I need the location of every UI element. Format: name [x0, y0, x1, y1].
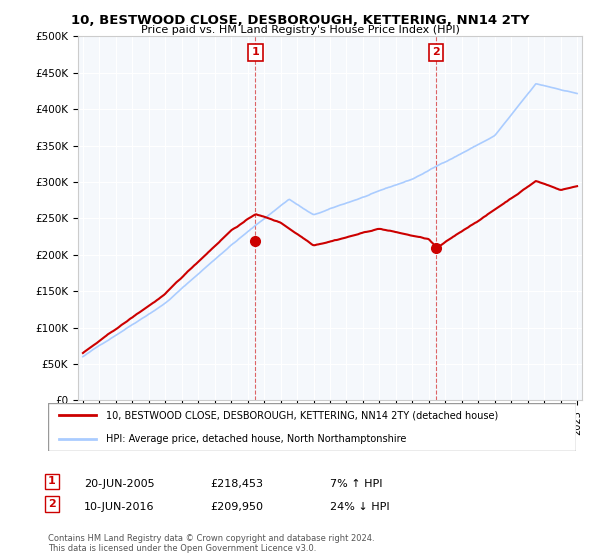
Text: HPI: Average price, detached house, North Northamptonshire: HPI: Average price, detached house, Nort… — [106, 434, 406, 444]
Text: 24% ↓ HPI: 24% ↓ HPI — [330, 502, 389, 512]
Text: 20-JUN-2005: 20-JUN-2005 — [84, 479, 155, 489]
Text: Price paid vs. HM Land Registry's House Price Index (HPI): Price paid vs. HM Land Registry's House … — [140, 25, 460, 35]
Text: 10, BESTWOOD CLOSE, DESBOROUGH, KETTERING, NN14 2TY (detached house): 10, BESTWOOD CLOSE, DESBOROUGH, KETTERIN… — [106, 410, 499, 420]
Text: 7% ↑ HPI: 7% ↑ HPI — [330, 479, 383, 489]
Text: 1: 1 — [48, 477, 56, 487]
FancyBboxPatch shape — [48, 403, 576, 451]
Text: 10-JUN-2016: 10-JUN-2016 — [84, 502, 155, 512]
Text: 2: 2 — [432, 47, 440, 57]
Text: Contains HM Land Registry data © Crown copyright and database right 2024.
This d: Contains HM Land Registry data © Crown c… — [48, 534, 374, 553]
Text: 2: 2 — [48, 499, 56, 509]
Text: £218,453: £218,453 — [210, 479, 263, 489]
Text: £209,950: £209,950 — [210, 502, 263, 512]
Text: 10, BESTWOOD CLOSE, DESBOROUGH, KETTERING, NN14 2TY: 10, BESTWOOD CLOSE, DESBOROUGH, KETTERIN… — [71, 14, 529, 27]
Text: 1: 1 — [251, 47, 259, 57]
